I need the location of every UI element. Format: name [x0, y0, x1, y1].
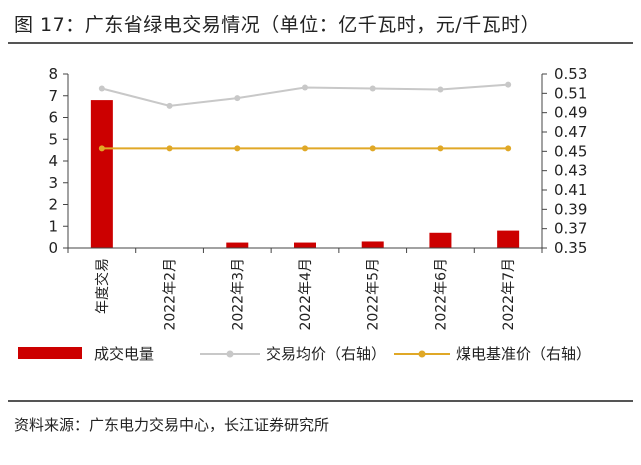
point-avg-price [166, 102, 173, 109]
bar-volume [361, 241, 384, 248]
x-tick-label: 2022年5月 [366, 258, 382, 331]
point-coal-price [369, 145, 376, 152]
point-coal-price [437, 145, 444, 152]
bar-volume [294, 242, 316, 248]
chart-title: 图 17：广东省绿电交易情况（单位：亿千瓦时，元/千瓦时） [14, 14, 541, 36]
point-avg-price [302, 84, 308, 91]
right-tick-label: 0.35 [554, 239, 587, 257]
left-tick-label: 2 [48, 196, 58, 214]
left-tick-label: 8 [48, 65, 58, 83]
point-avg-price [369, 85, 376, 92]
legend-swatch-volume [18, 347, 82, 359]
point-avg-price [98, 85, 105, 92]
left-tick-label: 3 [48, 174, 58, 192]
legend: 成交电量 交易均价（右轴） 煤电基准价（右轴） [18, 345, 591, 363]
left-tick-label: 1 [48, 217, 58, 235]
right-tick-label: 0.53 [554, 65, 587, 83]
legend-marker-avg-price [226, 350, 234, 358]
point-avg-price [437, 86, 444, 93]
x-tick-label: 2022年6月 [433, 258, 449, 331]
x-tick-label: 年度交易 [94, 258, 111, 314]
x-tick-label: 2022年3月 [230, 258, 246, 331]
line-series [98, 81, 512, 152]
point-avg-price [234, 95, 241, 102]
right-tick-label: 0.49 [554, 104, 587, 122]
right-y-axis: 0.350.37 0.390.410.43 0.450.470.49 0.510.53 [541, 65, 587, 257]
legend-label-avg-price: 交易均价（右轴） [266, 345, 386, 363]
bar-volume [90, 100, 113, 248]
legend-label-volume: 成交电量 [94, 345, 154, 363]
right-tick-label: 0.41 [554, 181, 587, 199]
right-tick-label: 0.47 [554, 123, 587, 141]
point-coal-price [166, 145, 173, 152]
source-note: 资料来源：广东电力交易中心，长江证券研究所 [14, 416, 330, 434]
right-tick-label: 0.37 [554, 220, 587, 238]
bar-volume [497, 230, 520, 248]
left-tick-label: 0 [48, 239, 58, 257]
x-tick-label: 2022年4月 [298, 258, 314, 331]
point-avg-price [505, 81, 512, 88]
bar-volume [429, 232, 452, 248]
left-y-axis: 0 1 2 3 4 5 6 7 8 [48, 65, 69, 257]
point-coal-price [505, 145, 512, 152]
title-divider [8, 42, 633, 44]
bar-series-volume [90, 100, 520, 248]
right-tick-label: 0.39 [554, 200, 587, 218]
x-tick-label: 2022年2月 [163, 258, 179, 331]
point-coal-price [234, 145, 241, 152]
left-tick-label: 4 [48, 152, 58, 170]
legend-label-coal-price: 煤电基准价（右轴） [456, 345, 591, 363]
x-tick-label: 2022年7月 [501, 258, 517, 331]
x-axis-tick-labels: 年度交易 2022年2月 2022年3月 2022年4月 2022年5月 2022年6月 2… [67, 247, 543, 331]
right-tick-label: 0.43 [554, 162, 587, 180]
right-tick-label: 0.45 [554, 142, 587, 160]
left-tick-label: 5 [48, 130, 58, 148]
point-coal-price [302, 145, 308, 152]
legend-marker-coal-price [418, 350, 426, 358]
bar-volume [226, 242, 249, 248]
right-tick-label: 0.51 [554, 84, 587, 102]
source-divider [8, 400, 633, 402]
left-tick-label: 6 [48, 109, 58, 127]
point-coal-price [98, 145, 105, 152]
left-tick-label: 7 [48, 87, 58, 105]
